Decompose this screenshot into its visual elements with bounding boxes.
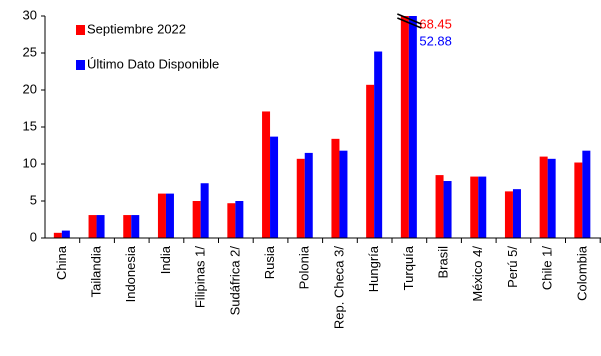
bar xyxy=(304,152,313,238)
bar xyxy=(88,215,97,238)
bar xyxy=(53,232,62,238)
x-tick-label: China xyxy=(54,245,69,280)
bar xyxy=(235,201,244,238)
x-tick-label: Indonesia xyxy=(123,245,138,302)
y-tick-label: 10 xyxy=(23,155,37,170)
x-tick-label: India xyxy=(158,245,173,274)
x-tick-label: Brasil xyxy=(435,246,450,279)
legend-swatch xyxy=(76,60,85,70)
x-tick-label: Sudáfrica 2/ xyxy=(227,246,242,316)
bar xyxy=(582,150,591,238)
y-tick-label: 15 xyxy=(23,118,37,133)
bar xyxy=(512,189,521,238)
y-tick-label: 30 xyxy=(23,7,37,22)
bar xyxy=(123,215,132,238)
x-tick-label: Chile 1/ xyxy=(540,246,555,290)
bar xyxy=(374,51,383,238)
x-tick-label: Polonia xyxy=(297,245,312,289)
x-tick-label: México 4/ xyxy=(470,246,485,302)
x-tick-label: Colombia xyxy=(574,245,589,301)
bar xyxy=(470,176,479,238)
bar xyxy=(262,111,271,238)
value-label: 52.88 xyxy=(419,33,452,48)
bar xyxy=(408,16,417,238)
bar xyxy=(296,158,305,238)
y-tick-label: 5 xyxy=(30,192,37,207)
value-label: 68.45 xyxy=(419,16,452,31)
bar xyxy=(435,175,444,238)
x-tick-label: Rusia xyxy=(262,245,277,279)
bar xyxy=(400,16,409,238)
break-mark xyxy=(397,13,422,25)
y-tick-label: 0 xyxy=(30,229,37,244)
bar xyxy=(539,156,548,238)
bar xyxy=(547,158,556,238)
bar xyxy=(131,215,140,238)
y-tick-label: 20 xyxy=(23,81,37,96)
bars xyxy=(53,16,591,238)
break-mark xyxy=(397,17,422,29)
bar xyxy=(270,136,279,238)
bar xyxy=(574,162,583,238)
x-tick-label: Turquía xyxy=(401,245,416,290)
bar xyxy=(443,181,452,238)
legend-label: Último Dato Disponible xyxy=(87,56,219,71)
bar xyxy=(165,193,174,238)
legend-label: Septiembre 2022 xyxy=(87,21,186,36)
legend-swatch xyxy=(76,25,85,35)
bar xyxy=(504,191,513,238)
bar xyxy=(192,201,201,238)
bar xyxy=(366,84,375,238)
y-tick-label: 25 xyxy=(23,44,37,59)
bar xyxy=(478,176,487,238)
x-tick-label: Perú 5/ xyxy=(505,246,520,288)
bar xyxy=(200,183,209,238)
x-tick-label: Filipinas 1/ xyxy=(193,246,208,309)
bar xyxy=(157,193,166,238)
bar xyxy=(331,138,340,238)
x-tick-label: Rep. Checa 3/ xyxy=(331,246,346,329)
bar xyxy=(339,150,348,238)
bar xyxy=(61,230,70,238)
x-tick-label: Tailandia xyxy=(88,245,103,297)
bar xyxy=(227,203,236,238)
x-tick-label: Hungría xyxy=(366,245,381,292)
bar xyxy=(96,215,105,238)
